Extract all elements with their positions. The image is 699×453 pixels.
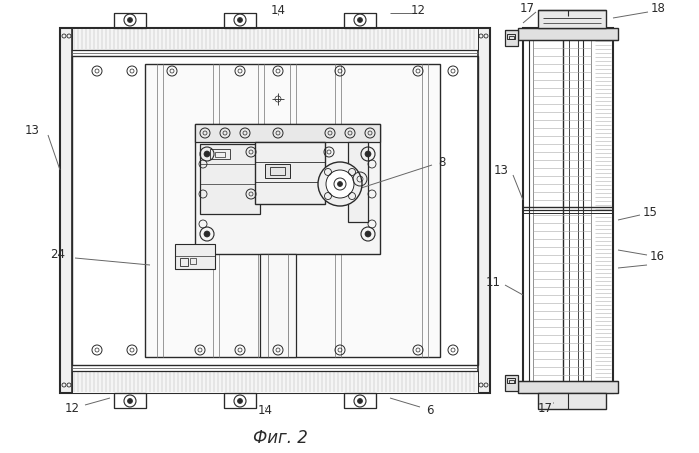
- Bar: [224, 13, 256, 28]
- Circle shape: [326, 170, 354, 198]
- Bar: [344, 13, 376, 28]
- Bar: [215, 152, 225, 157]
- Circle shape: [357, 18, 363, 23]
- Text: 11: 11: [486, 275, 500, 289]
- Text: 17: 17: [519, 1, 535, 14]
- Circle shape: [238, 18, 243, 23]
- Bar: [72, 28, 478, 50]
- Bar: [507, 34, 515, 39]
- Circle shape: [127, 18, 133, 23]
- Bar: [344, 393, 376, 408]
- Bar: [270, 167, 285, 175]
- Bar: [224, 393, 256, 408]
- Bar: [348, 142, 368, 222]
- Text: 16: 16: [649, 250, 665, 262]
- Text: 18: 18: [651, 1, 665, 14]
- Circle shape: [238, 399, 243, 404]
- Bar: [195, 124, 380, 254]
- Circle shape: [318, 162, 362, 206]
- Bar: [114, 393, 146, 408]
- Circle shape: [357, 399, 363, 404]
- Text: 14: 14: [271, 4, 285, 16]
- Text: 8: 8: [438, 155, 446, 169]
- Bar: [60, 28, 72, 393]
- Bar: [478, 28, 490, 393]
- Circle shape: [204, 151, 210, 157]
- Circle shape: [127, 399, 133, 404]
- Bar: [60, 28, 490, 393]
- Text: 15: 15: [642, 206, 658, 218]
- Text: Фиг. 2: Фиг. 2: [252, 429, 308, 447]
- Text: 17: 17: [538, 401, 552, 414]
- Bar: [507, 378, 515, 383]
- Bar: [114, 13, 146, 28]
- Circle shape: [338, 182, 343, 187]
- Bar: [505, 30, 518, 46]
- Circle shape: [365, 151, 371, 157]
- Bar: [509, 380, 514, 383]
- Text: 12: 12: [64, 401, 80, 414]
- Bar: [260, 254, 296, 357]
- Text: 12: 12: [410, 4, 426, 16]
- Bar: [195, 124, 380, 142]
- Bar: [72, 56, 478, 365]
- Circle shape: [365, 231, 371, 237]
- Bar: [180, 258, 188, 266]
- Bar: [538, 10, 606, 28]
- Text: 13: 13: [24, 124, 39, 136]
- Text: 13: 13: [493, 164, 508, 177]
- Text: 24: 24: [50, 249, 66, 261]
- Bar: [255, 142, 325, 204]
- Bar: [265, 164, 290, 178]
- Bar: [210, 149, 230, 159]
- Circle shape: [204, 231, 210, 237]
- Bar: [190, 258, 196, 264]
- Bar: [200, 144, 260, 214]
- Bar: [509, 36, 514, 39]
- Bar: [145, 64, 440, 357]
- Bar: [72, 371, 478, 393]
- Bar: [518, 28, 618, 40]
- Bar: [505, 375, 518, 391]
- Bar: [538, 393, 606, 409]
- Bar: [518, 381, 618, 393]
- Text: 14: 14: [257, 405, 273, 418]
- Bar: [175, 244, 215, 269]
- Bar: [523, 28, 613, 393]
- Text: 6: 6: [426, 405, 434, 418]
